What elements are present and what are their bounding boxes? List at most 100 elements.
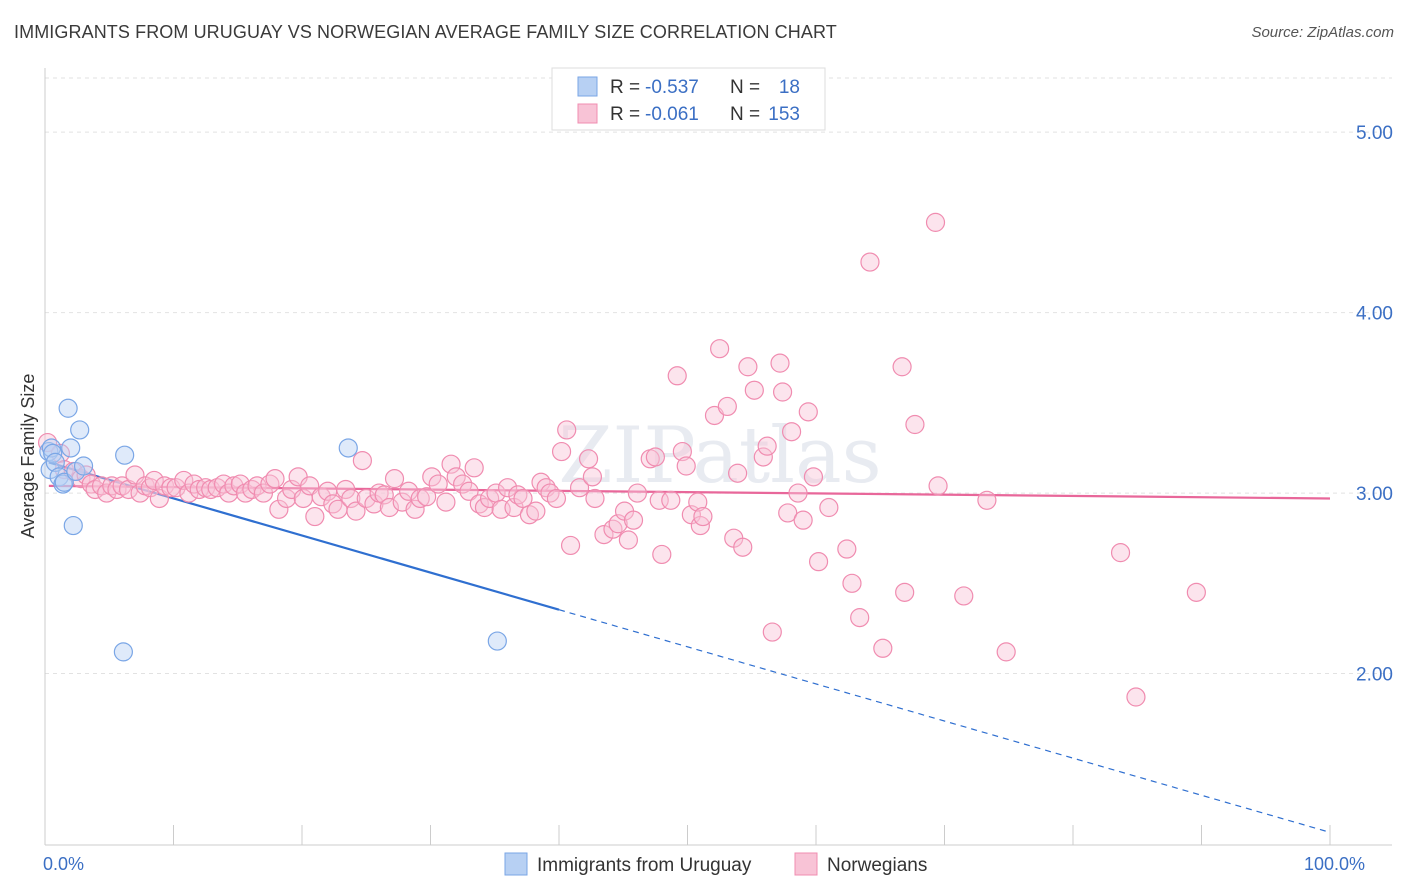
point-norwegians (560, 535, 581, 556)
point-uruguay (338, 438, 358, 458)
point-norwegians (107, 479, 127, 500)
point-norwegians (352, 450, 372, 471)
point-norwegians (661, 490, 681, 510)
point-norwegians (260, 474, 280, 494)
point-norwegians (977, 490, 997, 510)
point-norwegians (728, 463, 748, 483)
point-norwegians (1110, 543, 1131, 563)
x-tick-labels: 0.0% 100.0% (43, 854, 1365, 874)
point-norwegians (717, 396, 737, 417)
y-tick-label: 2.00 (1356, 665, 1393, 686)
y-axis-label: Average Family Size (18, 374, 38, 539)
point-norwegians (928, 476, 948, 496)
point-norwegians (772, 382, 793, 402)
point-norwegians (608, 514, 628, 534)
point-uruguay (487, 631, 507, 651)
point-uruguay (115, 445, 135, 465)
point-norwegians (436, 492, 456, 512)
point-norwegians (578, 449, 599, 469)
point-norwegians (895, 582, 915, 602)
point-norwegians (428, 474, 448, 494)
y-tick-label: 4.00 (1356, 304, 1393, 325)
axes (44, 68, 1392, 846)
point-norwegians (230, 474, 250, 494)
point-norwegians (384, 469, 405, 489)
point-norwegians (925, 212, 946, 232)
point-norwegians (459, 481, 479, 501)
point-norwegians (336, 479, 356, 500)
point-norwegians (557, 420, 577, 440)
legend-bottom: Immigrants from Uruguay Norwegians (504, 852, 927, 876)
point-uruguay (58, 398, 78, 418)
y-tick-label: 5.00 (1356, 123, 1393, 144)
legend-top: R = -0.537 N = 18 R = -0.061 N = 153 (551, 67, 826, 131)
y-tick-labels: 2.00 3.00 4.00 5.00 (1356, 123, 1393, 685)
point-norwegians (469, 494, 489, 514)
watermark: ZIPatlas (558, 411, 881, 501)
point-norwegians (788, 483, 808, 503)
legend-r-label: R = (610, 77, 640, 98)
point-norwegians (446, 467, 466, 487)
legend-n-label: N = (730, 77, 760, 98)
point-norwegians (618, 530, 638, 550)
point-norwegians (207, 478, 227, 498)
point-norwegians (112, 476, 132, 496)
point-uruguay (73, 456, 94, 476)
point-norwegians (410, 488, 430, 509)
point-norwegians (569, 478, 590, 498)
point-norwegians (873, 638, 893, 658)
point-norwegians (453, 474, 473, 494)
legend-swatch-norwegians (577, 103, 598, 124)
point-norwegians (693, 506, 713, 527)
point-norwegians (781, 422, 802, 442)
legend-n-value: 153 (768, 104, 800, 125)
point-norwegians (585, 488, 605, 509)
point-norwegians (603, 519, 623, 539)
point-norwegians (793, 510, 813, 530)
point-norwegians (508, 485, 528, 505)
point-norwegians (379, 497, 399, 518)
point-norwegians (174, 470, 194, 491)
chart-title: IMMIGRANTS FROM URUGUAY VS NORWEGIAN AVE… (14, 22, 837, 42)
point-norwegians (892, 357, 912, 377)
legend-r-value: -0.537 (645, 77, 699, 98)
point-norwegians (551, 441, 572, 462)
point-norwegians (346, 501, 366, 521)
point-norwegians (276, 488, 297, 509)
point-norwegians (667, 366, 687, 386)
legend-n-label: N = (730, 104, 760, 125)
point-norwegians (1186, 582, 1206, 602)
legend-series-uruguay: Immigrants from Uruguay (537, 855, 752, 876)
point-uruguay (63, 515, 83, 536)
point-norwegians (374, 485, 394, 505)
point-norwegians (803, 467, 824, 487)
point-uruguay (61, 438, 81, 458)
point-norwegians (1126, 687, 1146, 707)
point-norwegians (837, 539, 857, 559)
point-norwegians (594, 524, 614, 545)
point-norwegians (753, 447, 773, 467)
y-tick-label: 3.00 (1356, 484, 1393, 505)
point-norwegians (672, 441, 692, 462)
point-norwegians (144, 470, 164, 491)
point-norwegians (399, 481, 419, 501)
point-norwegians (464, 458, 484, 478)
point-norwegians (778, 503, 798, 523)
grid (45, 77, 1392, 675)
point-norwegians (850, 608, 870, 628)
legend-swatch-uruguay (577, 76, 598, 97)
legend-r-value: -0.061 (645, 104, 699, 125)
point-norwegians (744, 380, 764, 400)
point-norwegians (676, 456, 696, 476)
point-norwegians (652, 544, 672, 565)
x-tick-label: 0.0% (43, 854, 84, 874)
point-uruguay (113, 642, 133, 662)
point-norwegians (808, 552, 829, 572)
point-norwegians (405, 499, 425, 519)
point-norwegians (688, 492, 708, 512)
point-norwegians (441, 454, 461, 474)
point-norwegians (201, 479, 221, 500)
point-uruguay (45, 452, 65, 473)
point-norwegians (623, 510, 644, 530)
